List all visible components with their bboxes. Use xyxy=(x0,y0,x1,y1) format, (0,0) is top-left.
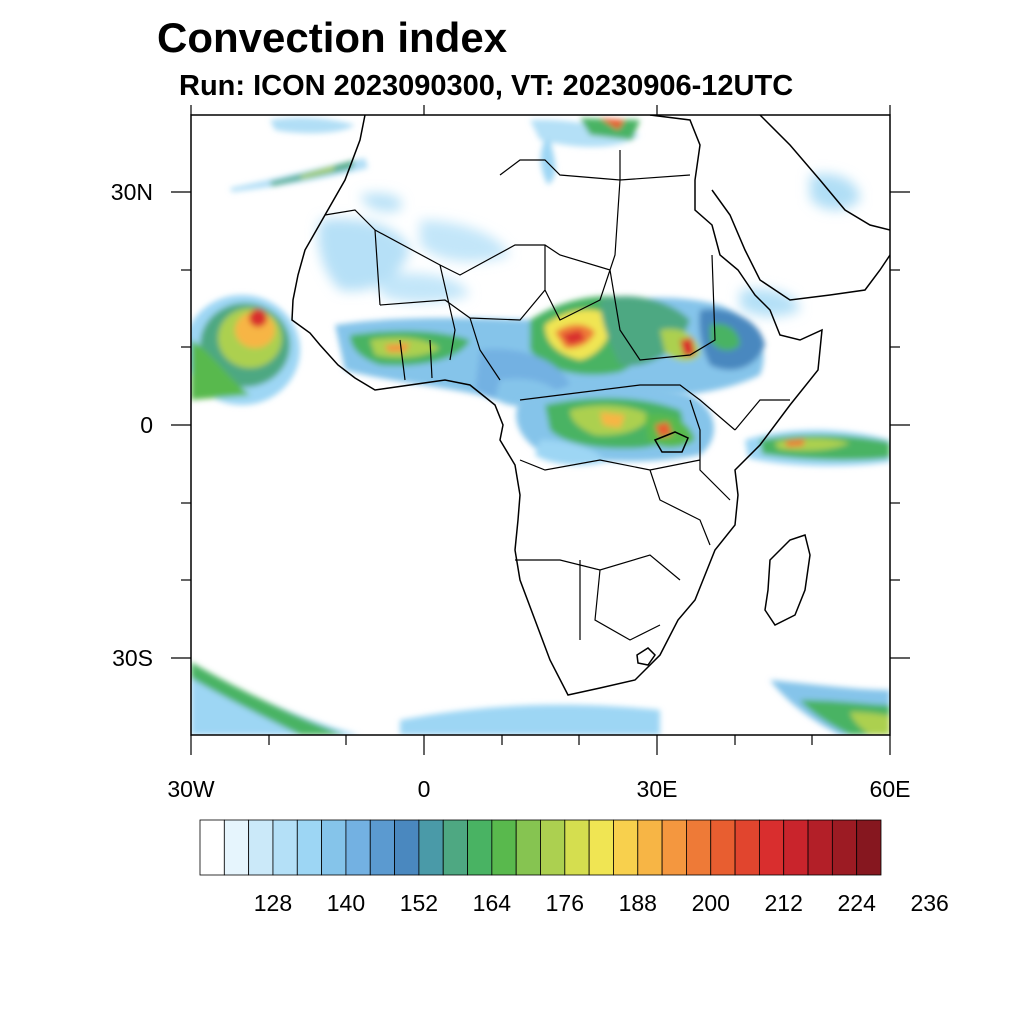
colorbar-swatch xyxy=(369,819,395,876)
colorbar-swatch xyxy=(856,819,882,876)
map-outlines xyxy=(291,115,890,696)
colorbar-swatch xyxy=(588,819,614,876)
colorbar-tick-label: 236 xyxy=(910,890,948,916)
colorbar-swatch xyxy=(734,819,760,876)
lake-victoria xyxy=(653,431,689,453)
colorbar-tick-label: 140 xyxy=(327,890,365,916)
convection-cape-verde-storm xyxy=(191,295,300,405)
axis-ticks xyxy=(171,105,910,755)
convection-sahara xyxy=(318,193,510,303)
colorbar-swatch xyxy=(783,819,809,876)
lat-label-30s: 30S xyxy=(112,645,153,671)
lon-label-30w: 30W xyxy=(167,776,215,802)
lon-label-0: 0 xyxy=(418,776,431,802)
colorbar-swatch xyxy=(345,819,371,876)
lat-label-0: 0 xyxy=(140,412,153,438)
colorbar-swatch xyxy=(564,819,590,876)
colorbar-swatch xyxy=(686,819,712,876)
colorbar-swatch xyxy=(540,819,566,876)
colorbar-swatch xyxy=(272,819,298,876)
colorbar-swatch xyxy=(807,819,833,876)
convection-southern-ocean xyxy=(191,662,890,735)
convection-band-north-atlantic xyxy=(230,158,368,192)
colorbar-swatch xyxy=(442,819,468,876)
colorbar-swatch xyxy=(248,819,274,876)
colorbar-tick-label: 212 xyxy=(765,890,803,916)
colorbar-swatch xyxy=(831,819,858,876)
colorbar-swatch xyxy=(199,819,225,876)
arabia-coastline xyxy=(711,115,890,301)
madagascar-coastline xyxy=(764,534,811,626)
colorbar-swatch xyxy=(467,819,493,876)
colorbar-tick-label: 176 xyxy=(546,890,584,916)
colorbar-swatch xyxy=(515,819,541,876)
colorbar-tick-label: 200 xyxy=(692,890,730,916)
colorbar-swatch xyxy=(223,819,250,876)
colorbar-swatch xyxy=(296,819,323,876)
colorbar-swatch xyxy=(661,819,687,876)
convection-central-africa xyxy=(516,385,714,466)
lon-label-30e: 30E xyxy=(637,776,678,802)
colorbar-swatch xyxy=(637,819,663,876)
page-title: Convection index xyxy=(157,14,508,61)
convection-arabia xyxy=(740,173,860,317)
lat-label-30n: 30N xyxy=(111,179,153,205)
convection-mediterranean xyxy=(270,117,640,185)
africa-coastline xyxy=(291,115,823,696)
country-borders xyxy=(324,150,790,641)
convection-sahel-belt xyxy=(335,296,765,407)
colorbar: 128 140 152 164 176 188 200 212 224 236 xyxy=(199,819,949,916)
convection-field xyxy=(191,117,890,735)
colorbar-swatch xyxy=(321,819,347,876)
convection-indian-ocean-band xyxy=(745,429,890,467)
axis-labels: 30N 0 30S 30W 0 30E 60E xyxy=(111,179,911,802)
colorbar-tick-label: 164 xyxy=(473,890,512,916)
run-subtitle: Run: ICON 2023090300, VT: 20230906-12UTC xyxy=(179,70,794,102)
colorbar-tick-label: 128 xyxy=(254,890,292,916)
colorbar-swatch xyxy=(418,819,444,876)
colorbar-tick-label: 224 xyxy=(837,890,876,916)
colorbar-swatch xyxy=(491,819,517,876)
lesotho xyxy=(636,647,656,666)
colorbar-swatch xyxy=(710,819,736,876)
colorbar-swatch xyxy=(758,819,785,876)
lon-label-60e: 60E xyxy=(870,776,911,802)
colorbar-swatch xyxy=(613,819,639,876)
colorbar-tick-label: 188 xyxy=(619,890,657,916)
colorbar-tick-label: 152 xyxy=(400,890,438,916)
colorbar-swatch xyxy=(394,819,420,876)
